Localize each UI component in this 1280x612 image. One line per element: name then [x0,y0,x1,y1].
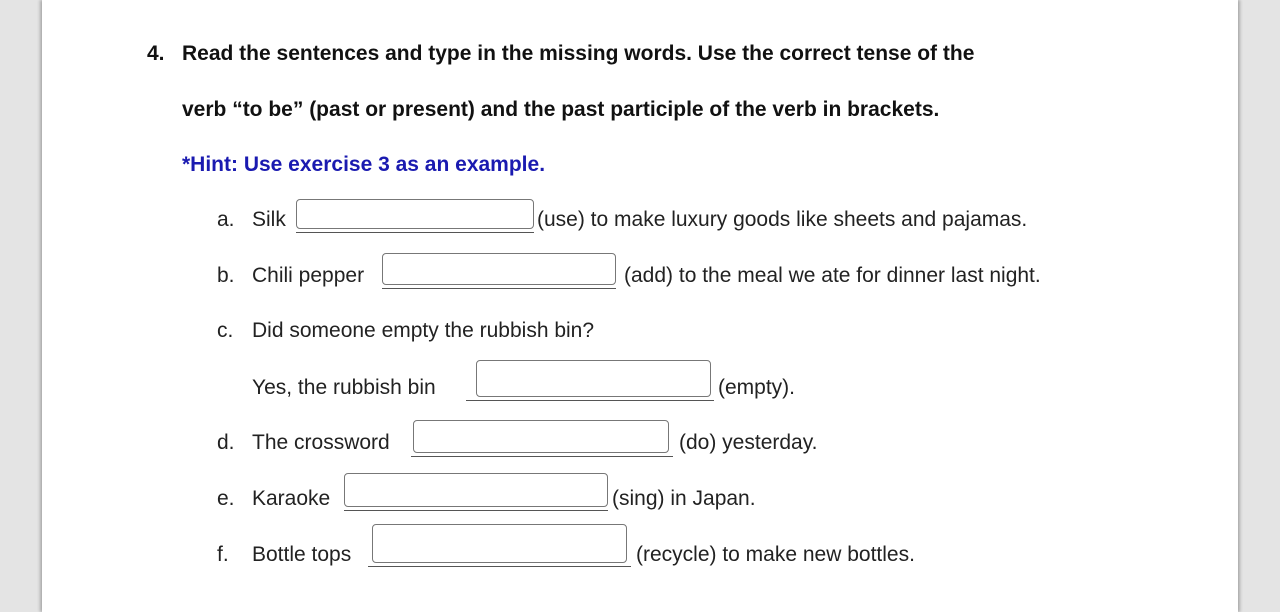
question-instruction-line2: verb “to be” (past or present) and the p… [182,98,940,121]
answer-input-f[interactable] [368,524,631,567]
item-text-before: Chili pepper [252,264,365,287]
answer-input-d[interactable] [411,420,673,457]
answer-input-a[interactable] [296,199,534,233]
answer-input-c[interactable] [466,360,714,401]
hint-text: *Hint: Use exercise 3 as an example. [182,153,546,176]
item-letter: a. [217,208,235,231]
answer-input-b[interactable] [382,253,616,289]
question-instruction-line1: Read the sentences and type in the missi… [182,42,975,65]
item-text-before: The crossword [252,431,390,454]
item-question: Did someone empty the rubbish bin? [252,319,595,342]
item-text-after: (use) to make luxury goods like sheets a… [537,208,1028,231]
item-letter: e. [217,487,235,510]
item-text-before: Yes, the rubbish bin [252,376,436,399]
question-number: 4. [147,42,165,65]
item-letter: b. [217,264,235,287]
item-letter: d. [217,431,235,454]
item-text-before: Bottle tops [252,543,352,566]
worksheet-page [42,0,1238,612]
item-text-after: (sing) in Japan. [612,487,756,510]
item-text-before: Silk [252,208,286,231]
item-letter: f. [217,543,229,566]
item-letter: c. [217,319,234,342]
answer-input-e[interactable] [344,473,608,511]
item-text-after: (recycle) to make new bottles. [636,543,915,566]
item-text-after: (empty). [718,376,796,399]
item-text-before: Karaoke [252,487,331,510]
item-text-after: (add) to the meal we ate for dinner last… [624,264,1041,287]
item-text-after: (do) yesterday. [679,431,818,454]
